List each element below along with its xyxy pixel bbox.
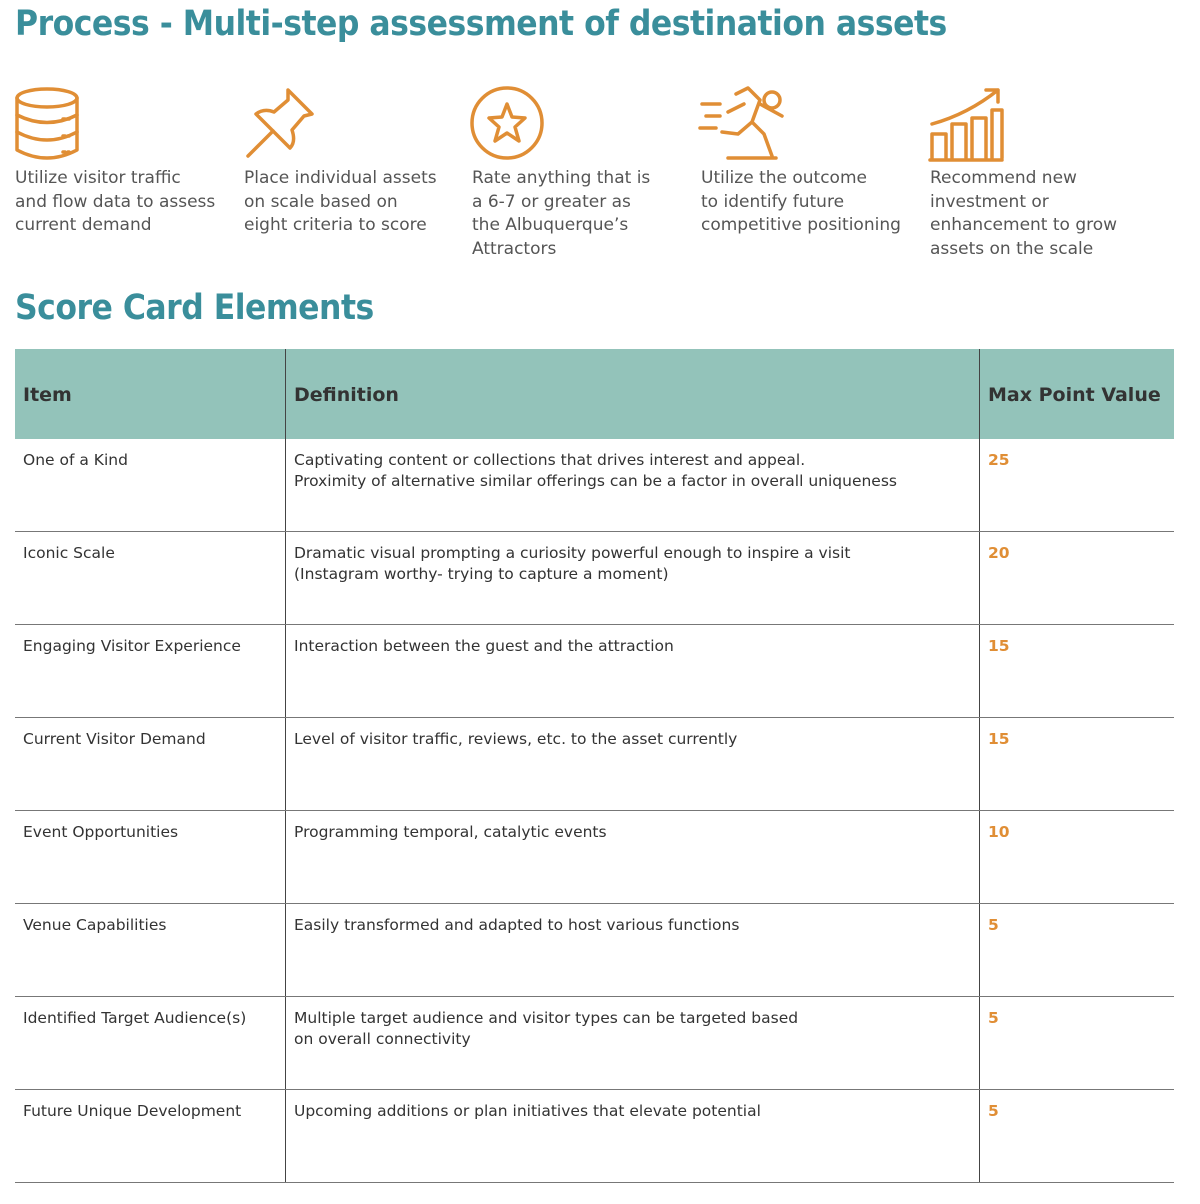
points-cell: 5 — [979, 997, 1174, 1089]
step-line: competitive positioning — [701, 215, 901, 235]
points-cell: 20 — [979, 532, 1174, 624]
section-title: Score Card Elements — [15, 288, 374, 328]
item-cell: Engaging Visitor Experience — [23, 637, 241, 655]
definition-line: Upcoming additions or plan initiatives t… — [294, 1102, 761, 1120]
table-row: Identified Target Audience(s) Multiple ta… — [15, 997, 1174, 1090]
table-row: Iconic Scale Dramatic visual prompting a … — [15, 532, 1174, 625]
table-row: Event Opportunities Programming temporal,… — [15, 811, 1174, 904]
points-cell: 15 — [979, 625, 1174, 717]
item-cell: Iconic Scale — [23, 544, 115, 562]
definition-line: on overall connectivity — [294, 1030, 471, 1048]
definition-line: Easily transformed and adapted to host v… — [294, 916, 740, 934]
definition-cell: Interaction between the guest and the at… — [285, 625, 979, 717]
table-row: Engaging Visitor Experience Interaction b… — [15, 625, 1174, 718]
definition-line: Interaction between the guest and the at… — [294, 637, 674, 655]
step-text: Place individual assets on scale based on… — [244, 167, 437, 238]
step-line: Rate anything that is — [472, 168, 651, 188]
step-line: a 6-7 or greater as — [472, 191, 631, 212]
points-cell: 15 — [979, 718, 1174, 810]
header-cell: Item — [23, 384, 72, 406]
step-line: enhancement to grow — [930, 215, 1118, 235]
page-title: Process - Multi-step assessment of desti… — [15, 4, 947, 44]
header-cell: Definition — [285, 349, 979, 439]
item-cell: Current Visitor Demand — [23, 730, 206, 748]
table-row: Venue Capabilities Easily transformed and… — [15, 904, 1174, 997]
definition-line: Programming temporal, catalytic events — [294, 823, 607, 841]
step-line: investment or — [930, 191, 1049, 212]
table-row: Current Visitor Demand Level of visitor t… — [15, 718, 1174, 811]
step-line: to identify future — [701, 191, 845, 212]
item-cell: Venue Capabilities — [23, 916, 167, 934]
item-cell: Future Unique Development — [23, 1102, 242, 1120]
item-cell: Event Opportunities — [23, 823, 179, 841]
step-line: assets on the scale — [930, 238, 1094, 259]
database-icon — [15, 87, 79, 160]
table-row: Future Unique Development Upcoming additi… — [15, 1090, 1174, 1183]
table-row: One of a Kind Captivating content or coll… — [15, 439, 1174, 532]
item-cell: One of a Kind — [23, 451, 128, 469]
growth-chart-icon — [928, 88, 1004, 162]
step-line: on scale based on — [244, 191, 398, 212]
step-text: Utilize the outcome to identify future com… — [701, 167, 901, 238]
step-line: the Albuquerque’s — [472, 215, 629, 235]
step-line: and flow data to assess — [15, 191, 216, 212]
definition-cell: Captivating content or collections that … — [285, 439, 979, 531]
step-line: Utilize visitor traffic — [15, 168, 181, 188]
item-cell: Identified Target Audience(s) — [23, 1009, 247, 1027]
definition-line: Proximity of alternative similar offerin… — [294, 472, 897, 490]
pushpin-icon — [246, 88, 314, 158]
table-header: Item Definition Max Point Value — [15, 349, 1174, 439]
star-badge-icon — [470, 86, 544, 160]
points-cell: 25 — [979, 439, 1174, 531]
step-line: Recommend new — [930, 168, 1077, 188]
runner-icon — [698, 86, 784, 160]
step-text: Recommend new investment or enhancement to… — [930, 167, 1117, 261]
definition-line: Level of visitor traffic, reviews, etc. … — [294, 730, 738, 748]
step-text: Rate anything that is a 6-7 or greater as… — [472, 167, 650, 261]
definition-line: Captivating content or collections that … — [294, 451, 806, 469]
step-line: eight criteria to score — [244, 215, 427, 235]
points-cell: 5 — [979, 1090, 1174, 1182]
definition-cell: Programming temporal, catalytic events — [285, 811, 979, 903]
definition-cell: Upcoming additions or plan initiatives t… — [285, 1090, 979, 1182]
definition-line: Dramatic visual prompting a curiosity po… — [294, 544, 851, 562]
step-line: Attractors — [472, 238, 557, 259]
definition-line: Multiple target audience and visitor typ… — [294, 1009, 799, 1027]
definition-cell: Multiple target audience and visitor typ… — [285, 997, 979, 1089]
score-table: Item Definition Max Point Value One of a Ki… — [15, 349, 1174, 1183]
step-text: Utilize visitor traffic and flow data to … — [15, 167, 215, 238]
step-line: current demand — [15, 215, 152, 235]
header-cell: Max Point Value — [979, 349, 1174, 439]
definition-cell: Easily transformed and adapted to host v… — [285, 904, 979, 996]
definition-line: (Instagram worthy- trying to capture a m… — [294, 565, 669, 583]
points-cell: 5 — [979, 904, 1174, 996]
definition-cell: Dramatic visual prompting a curiosity po… — [285, 532, 979, 624]
points-cell: 10 — [979, 811, 1174, 903]
step-line: Utilize the outcome — [701, 168, 867, 188]
step-line: Place individual assets — [244, 168, 437, 188]
definition-cell: Level of visitor traffic, reviews, etc. … — [285, 718, 979, 810]
